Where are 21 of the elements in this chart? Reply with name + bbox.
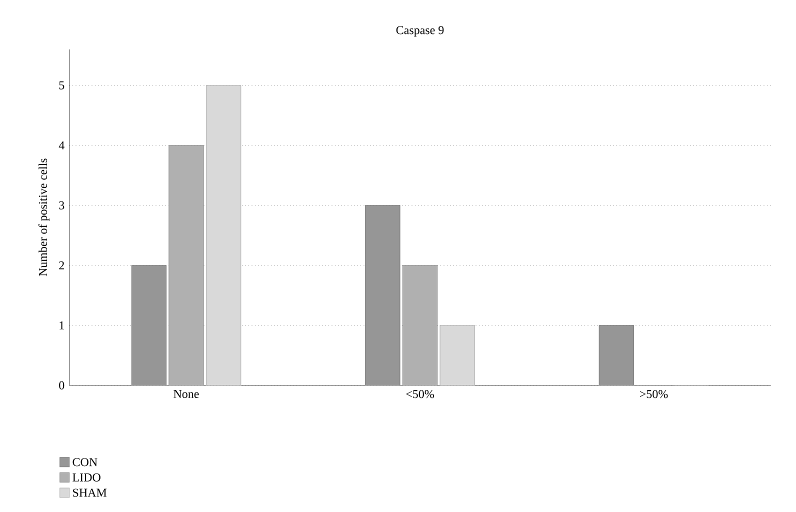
legend-label: CON — [72, 458, 98, 466]
bar — [365, 205, 400, 386]
bar — [131, 265, 166, 386]
x-tick-label: None — [174, 390, 199, 398]
y-tick-label: 5 — [59, 81, 64, 90]
y-axis-title: Number of positive cells — [38, 158, 50, 276]
bar — [440, 325, 475, 386]
y-tick-label: 1 — [60, 321, 64, 330]
chart-title: Caspase 9 — [396, 26, 444, 37]
x-tick-label: <50% — [406, 390, 434, 398]
y-tick-label: 0 — [59, 381, 64, 390]
y-tick-label: 4 — [58, 141, 64, 150]
bar — [206, 85, 242, 386]
x-tick-label: >50% — [640, 390, 668, 398]
bar — [402, 265, 438, 386]
bar — [168, 145, 204, 386]
y-tick-label: 3 — [59, 201, 64, 210]
bar — [598, 325, 634, 386]
legend-label: SHAM — [73, 488, 107, 497]
y-tick-label: 2 — [59, 261, 64, 270]
legend-label: LIDO — [72, 473, 100, 482]
